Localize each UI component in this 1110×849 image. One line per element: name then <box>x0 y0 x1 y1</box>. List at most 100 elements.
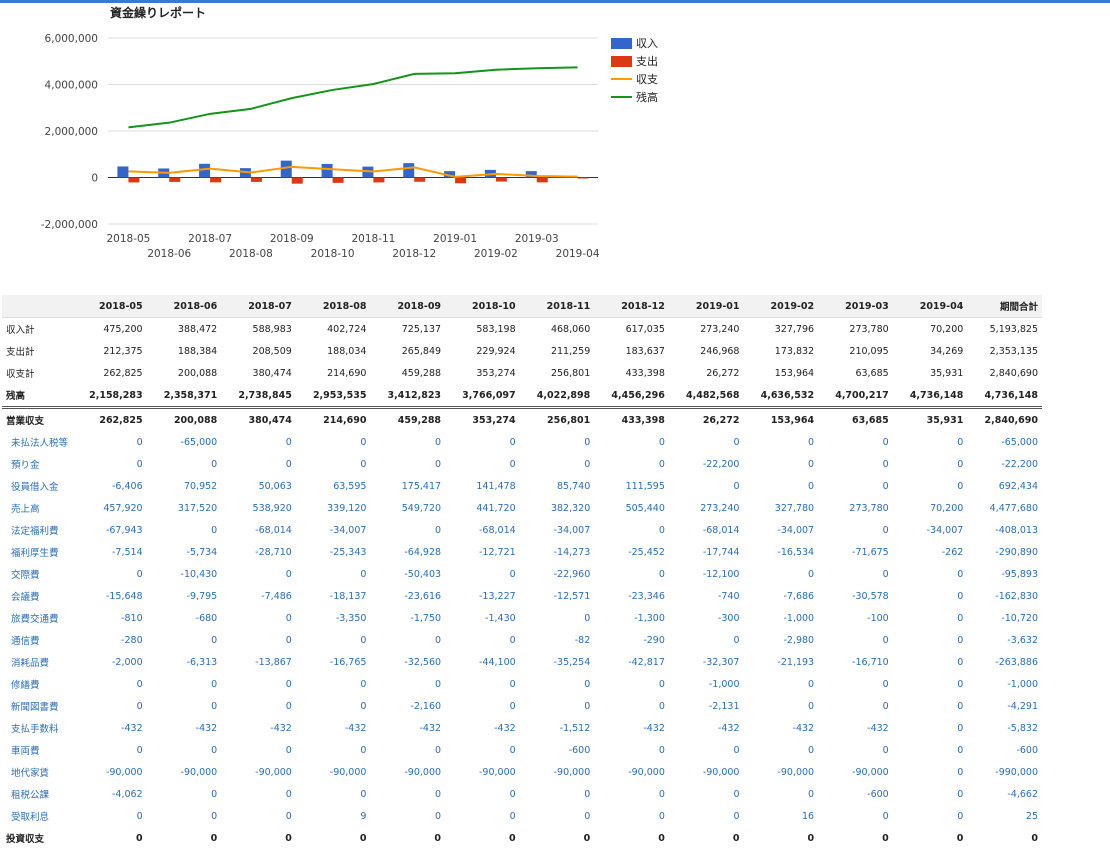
table-cell: 0 <box>733 744 740 756</box>
table-cell: 459,288 <box>401 367 442 379</box>
table-cell: 0 <box>957 480 964 492</box>
table-cell: 0 <box>584 612 591 624</box>
table-cell: -4,291 <box>1007 700 1038 712</box>
table-cell: 339,120 <box>327 502 367 514</box>
table-cell: 0 <box>1031 832 1038 844</box>
table-cell: 0 <box>584 788 591 800</box>
table-cell: 183,637 <box>625 345 665 357</box>
table-cell: 0 <box>584 458 591 470</box>
table-cell: -64,928 <box>404 546 442 558</box>
table-cell: 0 <box>211 634 218 646</box>
income-bar <box>117 166 129 178</box>
row-label: 租税公課 <box>11 790 50 801</box>
table-cell: -12,100 <box>702 568 740 580</box>
table-cell: 2,738,845 <box>221 384 296 409</box>
table-cell: -16,765 <box>329 656 367 668</box>
table-cell: 457,920 <box>103 502 143 514</box>
table-cell: 0 <box>808 458 815 470</box>
table-cell: 211,259 <box>550 345 591 357</box>
column-header: 2019-03 <box>818 295 893 318</box>
table-cell: 0 <box>808 788 815 800</box>
table-cell: 0 <box>136 436 143 448</box>
table-row: 旅費交通費 -810 -680 0 -3,350 -1,750 -1,430 0 -1,300 -… <box>2 607 1042 629</box>
table-cell: -21,193 <box>777 656 815 668</box>
balance-line <box>128 66 578 129</box>
table-cell: 3,766,097 <box>445 384 520 409</box>
table-cell: 5,193,825 <box>989 323 1038 335</box>
table-row: 法定福利費 -67,943 0 -68,014 -34,007 0 -68,014 -34,0… <box>2 519 1042 541</box>
table-cell: -1,000 <box>1007 678 1038 690</box>
table-cell: 70,952 <box>183 480 218 492</box>
table-cell: 433,398 <box>625 367 665 379</box>
table-cell: -1,750 <box>410 612 442 624</box>
table-cell: 0 <box>957 656 964 668</box>
table-cell: 63,685 <box>852 414 889 426</box>
table-cell: 2,158,283 <box>72 384 147 409</box>
table-cell: 0 <box>957 788 964 800</box>
table-cell: -34,007 <box>553 524 591 536</box>
table-cell: -1,000 <box>708 678 740 690</box>
table-cell: 4,456,296 <box>594 384 669 409</box>
table-cell: 0 <box>435 788 442 800</box>
row-label: 交際費 <box>11 570 40 581</box>
table-cell: 0 <box>509 678 516 690</box>
table-cell: 0 <box>957 590 964 602</box>
table-cell: 317,520 <box>177 502 218 514</box>
income-bar <box>403 163 415 178</box>
table-cell: 0 <box>509 634 516 646</box>
expense-bar <box>455 177 467 184</box>
table-cell: -30,578 <box>852 590 889 602</box>
table-cell: -68,014 <box>255 524 292 536</box>
table-cell: -25,452 <box>628 546 665 558</box>
table-cell: -432 <box>195 722 218 734</box>
x-tick-label: 2019-01 <box>433 233 477 245</box>
table-row: 未払法人税等 0 -65,000 0 0 0 0 0 0 0 0 0 0 -65,000 <box>2 431 1042 453</box>
table-cell: -32,307 <box>702 656 740 668</box>
y-tick-label: 0 <box>91 173 98 185</box>
table-cell: 0 <box>285 788 292 800</box>
legend-swatch <box>611 38 632 49</box>
table-cell: 468,060 <box>550 323 591 335</box>
row-label: 収入計 <box>6 325 35 336</box>
table-cell: 214,690 <box>327 367 367 379</box>
table-cell: 0 <box>285 744 292 756</box>
table-cell: 0 <box>956 832 964 844</box>
table-cell: 0 <box>285 678 292 690</box>
y-tick-label: -2,000,000 <box>41 219 98 231</box>
row-label: 車両費 <box>11 746 40 757</box>
table-cell: 0 <box>658 678 665 690</box>
x-tick-label: 2019-02 <box>474 248 518 260</box>
row-label: 新聞図書費 <box>11 702 59 713</box>
row-label: 受取利息 <box>11 812 50 823</box>
table-cell: 63,685 <box>855 367 889 379</box>
table-cell: -16,534 <box>777 546 815 558</box>
table-cell: -680 <box>195 612 218 624</box>
table-row: 預り金 0 0 0 0 0 0 0 0 -22,200 0 0 0 -22,200 <box>2 453 1042 475</box>
x-tick-label: 2018-11 <box>351 233 395 245</box>
table-cell: -34,007 <box>777 524 815 536</box>
table-cell: 200,088 <box>173 414 218 426</box>
table-cell: 2,953,535 <box>295 384 371 409</box>
table-header-row: 2018-05 2018-06 2018-07 2018-08 2018-09 2018-… <box>2 295 1042 318</box>
x-tick-label: 2019-04 <box>556 248 600 260</box>
table-row: 租税公課 -4,062 0 0 0 0 0 0 0 0 0 -600 0 -4,662 <box>2 783 1042 805</box>
table-cell: -6,313 <box>186 656 218 668</box>
table-cell: 0 <box>957 458 964 470</box>
table-cell: 0 <box>360 436 367 448</box>
table-cell: 0 <box>733 634 740 646</box>
table-cell: 0 <box>509 436 516 448</box>
table-cell: 0 <box>210 832 218 844</box>
table-cell: 0 <box>957 436 964 448</box>
table-cell: -1,430 <box>485 612 516 624</box>
table-cell: 0 <box>584 678 591 690</box>
table-cell: -290,890 <box>995 546 1038 558</box>
table-cell: 0 <box>509 568 516 580</box>
table-cell: 617,035 <box>625 323 665 335</box>
table-cell: 725,137 <box>401 323 442 335</box>
column-header <box>2 295 72 318</box>
table-cell: 0 <box>882 700 889 712</box>
table-cell: 0 <box>360 744 367 756</box>
table-cell: 188,384 <box>177 345 218 357</box>
table-cell: -432 <box>494 722 516 734</box>
table-cell: -6,406 <box>111 480 143 492</box>
